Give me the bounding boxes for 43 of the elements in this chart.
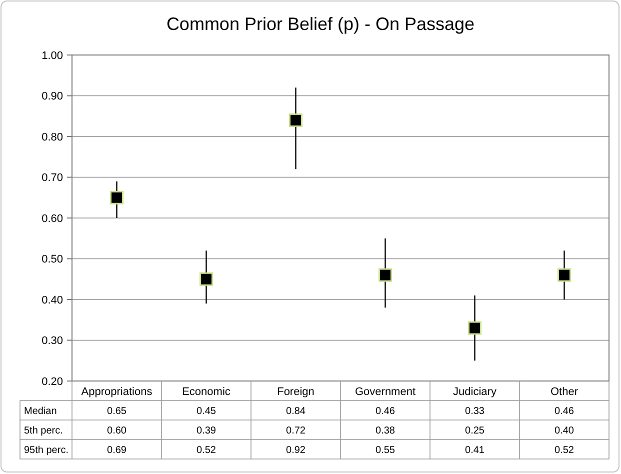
x-tick-label: Other — [550, 386, 578, 398]
point — [110, 190, 124, 204]
point — [378, 268, 392, 282]
y-tick-label: 0.30 — [42, 335, 63, 348]
data-label: 0.46 — [554, 406, 574, 417]
x-tick-label: Foreign — [277, 386, 314, 398]
text: 95th perc. — [24, 445, 68, 456]
text: 0.69 — [107, 445, 127, 456]
text: 0.25 — [465, 426, 485, 436]
text: 0.60 — [107, 426, 127, 436]
chart-title: Common Prior Belief (p) - On Passage — [166, 14, 475, 34]
x-tick-label: Judiciary — [453, 386, 497, 398]
text: 0.92 — [286, 445, 306, 456]
text: 0.55 — [376, 445, 396, 456]
y-tick-label: 0.80 — [42, 131, 63, 144]
data-label: 0.65 — [107, 406, 127, 417]
text: 5th perc. — [24, 426, 63, 436]
x-tick-label: Economic — [182, 386, 231, 398]
y-tick-label: 0.50 — [42, 254, 63, 266]
text: 0.38 — [376, 426, 396, 436]
y-tick-label: 1.00 — [42, 50, 63, 62]
y-tick-label: 0.70 — [42, 172, 63, 184]
point — [200, 272, 213, 286]
text: 0.72 — [286, 426, 306, 436]
point — [558, 268, 571, 282]
point — [468, 321, 482, 335]
text: 0.40 — [554, 426, 574, 436]
text: 0.41 — [465, 445, 485, 456]
y-tick-label: 0.90 — [42, 90, 63, 103]
data-label: 0.84 — [286, 406, 306, 417]
x-tick-label: Appropriations — [81, 386, 153, 398]
text: 0.52 — [554, 445, 574, 456]
text: 0.39 — [196, 426, 216, 436]
data-label: 0.33 — [465, 406, 485, 417]
y-tick-label: 0.20 — [42, 376, 63, 388]
text: Median — [24, 406, 57, 417]
data-label: 0.45 — [196, 406, 216, 417]
data-label: 0.46 — [376, 406, 396, 417]
text: 0.52 — [196, 445, 216, 456]
y-tick-label: 0.40 — [42, 294, 63, 306]
x-tick-label: Government — [354, 386, 416, 398]
y-tick-label: 0.60 — [42, 212, 63, 225]
point — [289, 113, 302, 127]
